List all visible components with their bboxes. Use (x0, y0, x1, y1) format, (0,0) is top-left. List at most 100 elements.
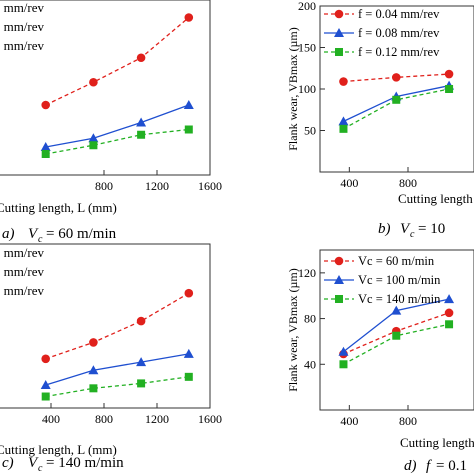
data-point-c-2-3 (184, 372, 193, 381)
legend-entry-c-0: - mm/rev (0, 245, 45, 260)
x-tick-label-c: 1600 (198, 412, 222, 426)
data-point-d-2-0 (339, 360, 348, 369)
data-point-c-1-3 (183, 348, 194, 358)
legend-entry-a-1: - mm/rev (0, 19, 45, 34)
data-point-d-1-0 (338, 346, 349, 356)
series-line-a-1 (45, 104, 190, 148)
legend-entry-d-2: Vc = 140 m/min (358, 292, 441, 306)
y-tick-label-b: 150 (298, 41, 316, 55)
data-point-c-2-2 (137, 379, 146, 388)
x-tick-label-c: 400 (42, 412, 60, 426)
data-point-b-0-2 (444, 69, 454, 79)
data-point-a-1-1 (88, 133, 99, 143)
y-tick-label-d: 120 (298, 266, 316, 280)
data-point-c-1-1 (88, 365, 99, 375)
data-point-a-0-1 (89, 77, 98, 87)
caption-label-d: d) (404, 458, 417, 474)
legend-marker-d-1 (334, 275, 344, 284)
x-tick-label-a: 1600 (198, 179, 222, 193)
x-tick-label-c: 1200 (145, 412, 169, 426)
x-tick-label-b: 400 (340, 176, 358, 190)
y-axis-label-b: Flank wear, VBmax (µm) (286, 27, 300, 151)
legend-entry-c-1: - mm/rev (0, 264, 45, 279)
caption-var-d: f (426, 458, 432, 474)
data-point-c-0-2 (136, 316, 146, 326)
series-line-c-1 (45, 353, 189, 386)
x-axis-label-c: Cutting length, L (mm) (0, 442, 117, 457)
x-tick-label-c: 800 (95, 412, 113, 426)
data-point-d-1-2 (444, 294, 455, 304)
legend-entry-d-1: Vc = 100 m/min (358, 273, 441, 287)
series-line-a-2 (45, 128, 189, 155)
caption-var-sub-a: c (38, 234, 43, 245)
data-point-c-1-0 (40, 380, 51, 390)
legend-marker-b-2 (335, 48, 343, 56)
x-axis-label-d: Cutting length (400, 435, 474, 450)
data-point-b-2-1 (392, 95, 401, 104)
data-point-c-2-1 (89, 384, 98, 393)
legend-marker-b-0 (334, 9, 344, 19)
caption-label-b: b) (378, 221, 391, 237)
legend-entry-b-1: f = 0.08 mm/rev (358, 26, 440, 40)
legend-marker-d-0 (334, 256, 344, 266)
caption-text-c: = 140 m/min (46, 455, 124, 471)
data-point-d-1-1 (391, 305, 402, 315)
caption-label-c: c) (2, 455, 14, 471)
y-tick-label-d: 80 (304, 312, 316, 326)
series-line-a-0 (45, 17, 190, 106)
legend-entry-d-0: Vc = 60 m/min (358, 254, 435, 268)
caption-text-b: = 10 (418, 221, 445, 237)
data-point-b-2-0 (339, 124, 348, 133)
y-tick-label-b: 200 (298, 0, 316, 13)
x-tick-label-d: 400 (340, 414, 358, 428)
data-point-a-2-1 (89, 141, 98, 150)
data-point-a-2-0 (41, 150, 50, 158)
plot-frame-d (319, 249, 474, 411)
series-line-c-2 (45, 376, 189, 398)
x-axis-label-b: Cutting length (398, 191, 473, 206)
caption-text-a: = 60 m/min (46, 226, 117, 242)
data-point-d-2-1 (392, 331, 401, 340)
series-line-c-0 (45, 292, 190, 360)
data-point-c-0-1 (89, 338, 98, 347)
caption-var-a: V (28, 226, 39, 242)
data-point-b-0-0 (339, 77, 348, 86)
data-point-a-1-0 (40, 142, 51, 151)
y-tick-label-b: 50 (304, 124, 316, 138)
data-point-a-2-2 (137, 130, 146, 139)
y-tick-label-d: 40 (304, 357, 316, 371)
data-point-a-1-2 (136, 117, 147, 127)
legend-entry-a-2: - mm/rev (0, 38, 45, 53)
caption-var-sub-c: c (38, 463, 43, 474)
legend-entry-b-2: f = 0.12 mm/rev (358, 45, 440, 59)
legend-marker-d-2 (335, 295, 343, 303)
data-point-b-0-1 (391, 73, 401, 82)
caption-var-c: V (28, 455, 39, 471)
x-tick-label-b: 800 (399, 176, 417, 190)
data-point-a-0-2 (136, 53, 146, 63)
data-point-c-1-2 (136, 357, 147, 367)
caption-text-d: = 0.1 (436, 458, 467, 474)
caption-label-a: a) (2, 226, 15, 242)
legend-entry-c-2: - mm/rev (0, 283, 45, 298)
data-point-c-2-0 (41, 392, 50, 401)
data-point-c-0-3 (184, 288, 194, 298)
legend-entry-a-0: - mm/rev (0, 0, 45, 15)
data-point-c-0-0 (41, 354, 50, 364)
x-tick-label-a: 800 (95, 179, 113, 193)
data-point-a-0-0 (41, 100, 50, 110)
caption-var-sub-b: c (410, 229, 415, 240)
x-tick-label-d: 800 (399, 414, 417, 428)
y-axis-label-d: Flank wear, VBmax (µm) (286, 268, 300, 392)
data-point-a-0-3 (184, 13, 194, 22)
data-point-b-2-2 (445, 85, 454, 93)
data-point-a-2-3 (184, 125, 193, 134)
data-point-d-0-2 (444, 308, 454, 318)
caption-var-b: V (400, 221, 411, 237)
x-axis-label-a: Cutting length, L (mm) (0, 200, 117, 215)
x-tick-label-a: 1200 (145, 179, 169, 193)
y-tick-label-b: 100 (298, 82, 316, 96)
data-point-b-1-0 (338, 116, 349, 126)
legend-marker-b-1 (334, 28, 344, 37)
